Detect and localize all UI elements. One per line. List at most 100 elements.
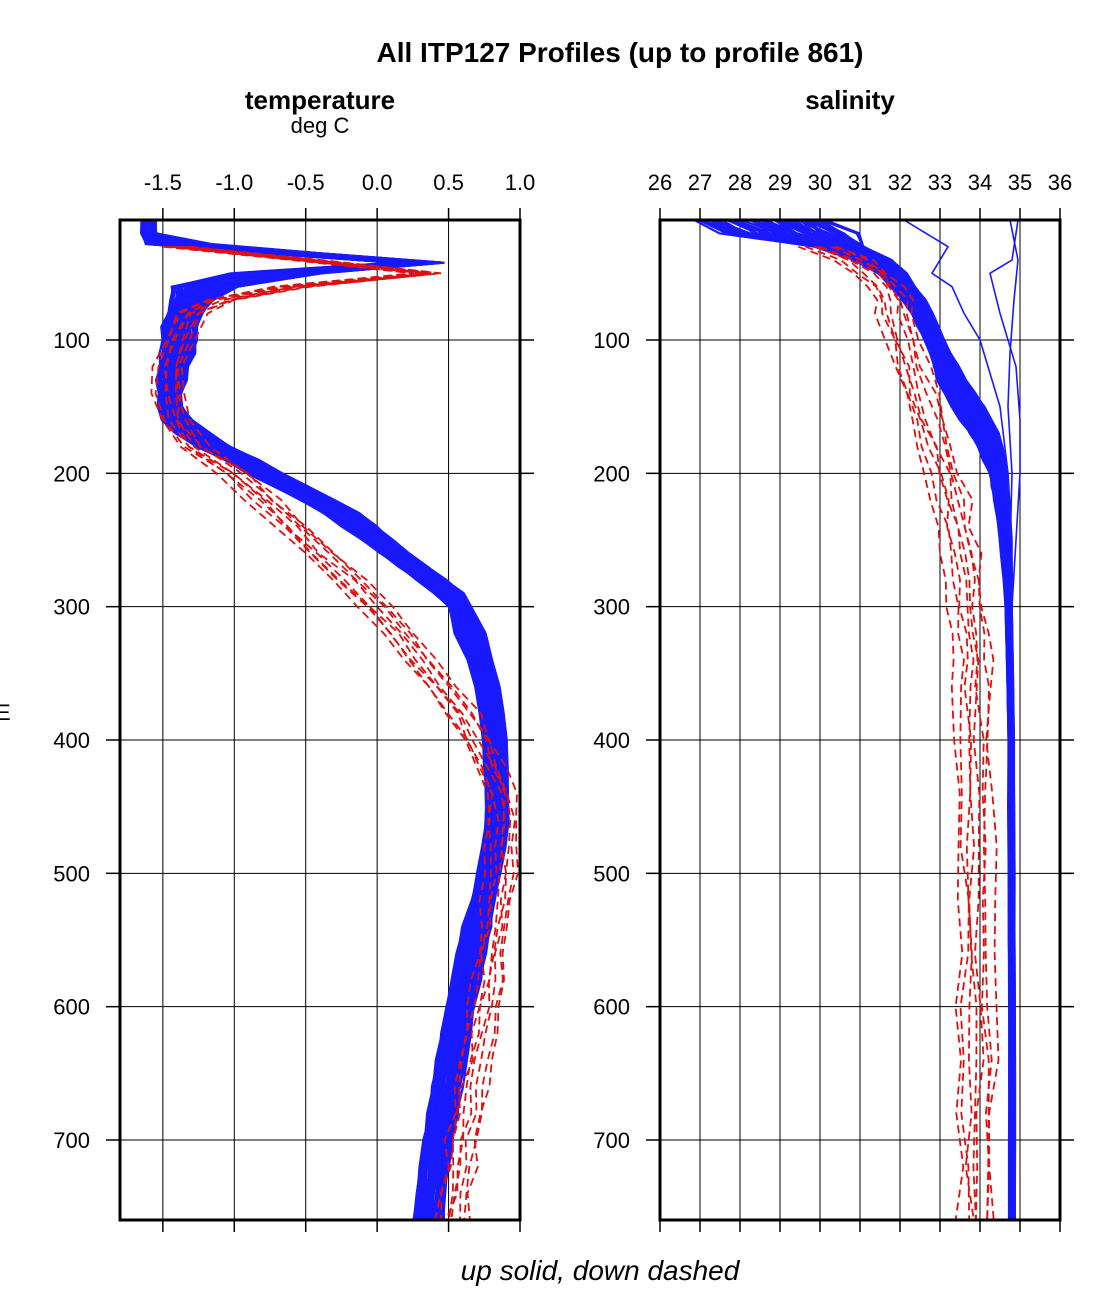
up-profile-line: [141, 220, 490, 1220]
up-profile-line: [775, 220, 1015, 1220]
y-tick-label: 600: [593, 995, 630, 1020]
salinity-panel: 26 27 28 29 30 31 32 33 34 35 36 100 200 300 400 500 600…: [593, 170, 1074, 1232]
x-tick-label: -0.5: [287, 170, 325, 195]
y-axis-label-fragment: E: [0, 700, 11, 725]
up-profile-line: [753, 220, 1013, 1220]
up-profile-line: [815, 220, 1016, 1220]
down-profile-line: [834, 245, 1000, 1220]
down-profile-line: [180, 245, 519, 1220]
up-profile-line: [140, 220, 488, 1220]
up-profile-line: [715, 220, 1012, 1220]
up-profile-line: [824, 220, 1017, 1220]
up-profile-line: [698, 220, 1011, 1220]
up-profile-line: [710, 220, 1012, 1220]
up-profile-line: [153, 220, 510, 1220]
up-profile-line: [806, 220, 1016, 1220]
y-tick-label: 100: [593, 328, 630, 353]
up-profile-line: [807, 220, 1016, 1220]
y-tick-label: 400: [53, 728, 90, 753]
up-outlier-profile: [989, 220, 1021, 607]
up-profile-line: [710, 220, 1012, 1220]
y-tick-label: 200: [53, 461, 90, 486]
up-profile-line: [774, 220, 1014, 1220]
up-profile-line: [721, 220, 1012, 1220]
up-profile-line: [693, 220, 1011, 1220]
x-tick-label: 35: [1008, 170, 1032, 195]
temperature-panel-title: temperature: [245, 85, 395, 115]
up-profile-line: [749, 220, 1013, 1220]
y-tick-label: 700: [53, 1128, 90, 1153]
up-profile-line: [752, 220, 1014, 1220]
x-tick-label: -1.0: [215, 170, 253, 195]
down-profile-line: [813, 245, 978, 1220]
x-tick-label: 30: [808, 170, 832, 195]
x-tick-label: 28: [728, 170, 752, 195]
up-profile-line: [714, 220, 1012, 1220]
up-profile-line: [773, 220, 1014, 1220]
up-profile-line: [701, 220, 1011, 1220]
temperature-units: deg C: [291, 113, 350, 138]
x-tick-label: 1.0: [505, 170, 536, 195]
x-tick-label: 0.0: [362, 170, 393, 195]
up-outlier-profile: [903, 220, 1013, 607]
up-profile-line: [140, 220, 490, 1220]
x-tick-label: 36: [1048, 170, 1072, 195]
up-profile-line: [810, 220, 1016, 1220]
plot-frame: [118, 218, 522, 1222]
temperature-panel: -1.5 -1.0 -0.5 0.0 0.5 1.0 100 200 300 400 500 600 7…: [53, 170, 535, 1232]
profile-lines: [139, 220, 519, 1220]
down-profile-line: [816, 245, 975, 1220]
up-outlier-profile: [1007, 220, 1019, 607]
x-tick-label: 34: [968, 170, 992, 195]
up-profile-line: [714, 220, 1012, 1220]
figure-title: All ITP127 Profiles (up to profile 861): [377, 37, 864, 68]
up-profile-line: [760, 220, 1014, 1220]
x-tick-label: 31: [848, 170, 872, 195]
up-profile-line: [699, 220, 1011, 1220]
up-profile-line: [703, 220, 1011, 1220]
down-profile-line: [831, 245, 990, 1220]
y-tick-label: 500: [593, 861, 630, 886]
up-profile-line: [712, 220, 1011, 1220]
profile-lines: [693, 220, 1021, 1220]
x-tick-label: 29: [768, 170, 792, 195]
salinity-panel-title: salinity: [805, 85, 895, 115]
x-tick-label: 33: [928, 170, 952, 195]
down-profile-line: [805, 245, 971, 1220]
up-profile-line: [737, 220, 1013, 1220]
up-profile-line: [796, 220, 1016, 1220]
up-profile-line: [764, 220, 1014, 1220]
up-profile-line: [715, 220, 1012, 1220]
down-profile-line: [836, 245, 993, 1220]
up-profile-line: [750, 220, 1014, 1220]
y-tick-label: 300: [593, 595, 630, 620]
y-tick-label: 100: [53, 328, 90, 353]
up-profile-line: [759, 220, 1014, 1220]
x-tick-label: 0.5: [433, 170, 464, 195]
down-profile-line: [163, 245, 506, 1220]
up-profile-line: [759, 220, 1014, 1220]
y-tick-label: 400: [593, 728, 630, 753]
y-tick-label: 600: [53, 995, 90, 1020]
x-tick-label: 27: [688, 170, 712, 195]
x-tick-label: 26: [648, 170, 672, 195]
down-profile-line: [150, 245, 491, 1220]
down-profile-line: [819, 245, 985, 1220]
y-tick-label: 500: [53, 861, 90, 886]
up-profile-line: [778, 220, 1015, 1220]
y-tick-label: 200: [593, 461, 630, 486]
figure-footer: up solid, down dashed: [461, 1255, 741, 1286]
down-profile-line: [154, 245, 494, 1220]
up-profile-line: [809, 220, 1016, 1220]
down-profile-line: [174, 245, 508, 1220]
up-profile-line: [741, 220, 1013, 1220]
x-tick-label: 32: [888, 170, 912, 195]
up-profile-line: [764, 220, 1014, 1220]
y-tick-label: 300: [53, 595, 90, 620]
up-profile-line: [766, 220, 1014, 1220]
up-profile-line: [139, 220, 488, 1220]
down-profile-line: [797, 245, 965, 1220]
up-profile-line: [751, 220, 1013, 1220]
y-tick-label: 700: [593, 1128, 630, 1153]
